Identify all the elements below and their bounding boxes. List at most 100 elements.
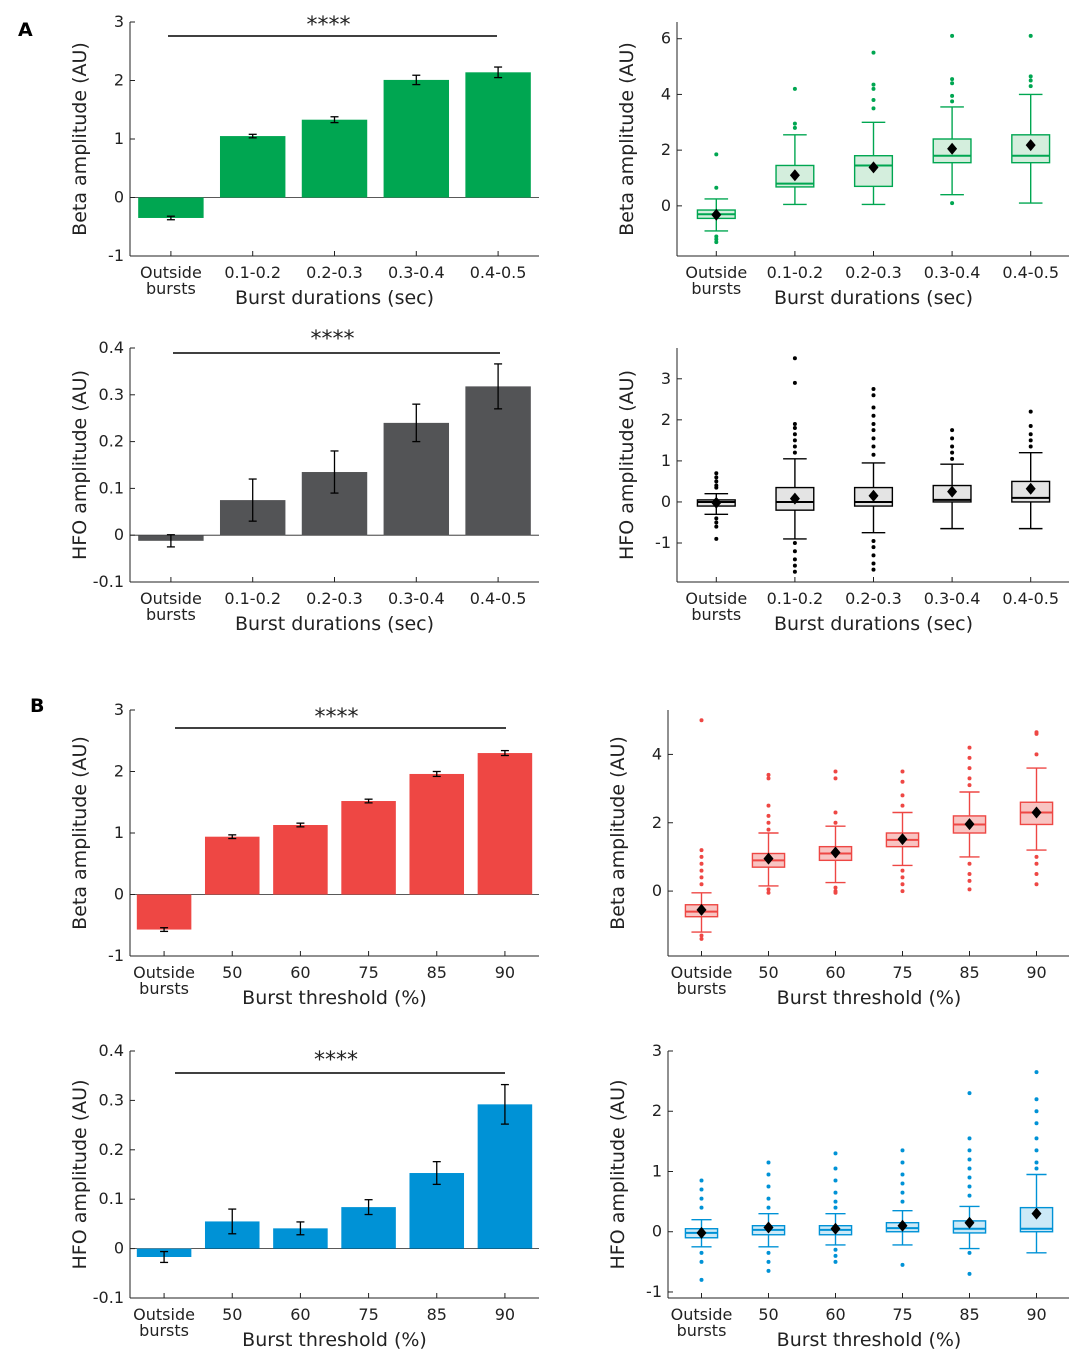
y-tick-label: 2: [114, 71, 124, 90]
y-tick-label: 4: [652, 744, 662, 763]
outlier-point: [792, 549, 797, 554]
x-tick-label-line: bursts: [146, 279, 196, 298]
x-tick-label-line: bursts: [139, 979, 189, 998]
y-tick-label: 0: [114, 1239, 124, 1258]
x-tick-label-line: Outside: [671, 1305, 733, 1324]
outlier-point: [714, 185, 719, 190]
x-axis-label: Burst threshold (%): [242, 1329, 427, 1351]
outlier-point: [1034, 872, 1039, 876]
significance-label: ****: [307, 13, 351, 38]
x-tick-label: 85: [959, 1305, 979, 1324]
outlier-point: [871, 428, 876, 433]
outlier-point: [967, 766, 972, 771]
bar: [341, 801, 396, 895]
x-tick-label: 75: [892, 1305, 912, 1324]
outlier-point: [967, 861, 972, 866]
outlier-point: [871, 436, 876, 441]
y-tick-label: 3: [114, 12, 124, 31]
x-tick-label-line: bursts: [146, 605, 196, 624]
outlier-point: [699, 882, 704, 887]
y-tick-label: 1: [661, 451, 671, 470]
x-tick-label: 0.4-0.5: [1002, 589, 1059, 608]
x-tick-label: 60: [825, 1305, 845, 1324]
outlier-point: [792, 125, 797, 130]
bar: [477, 1104, 533, 1249]
outlier-point: [833, 890, 838, 895]
mean-marker: [830, 1222, 841, 1235]
x-axis-label: Burst threshold (%): [777, 1329, 962, 1351]
x-tick-label: Outside bursts: [671, 1305, 733, 1340]
x-tick-label-line: bursts: [691, 279, 741, 298]
outlier-point: [766, 1250, 771, 1255]
x-tick-label: 0.2-0.3: [845, 589, 902, 608]
outlier-point: [900, 803, 905, 808]
outlier-point: [950, 428, 955, 433]
outlier-point: [1028, 33, 1033, 38]
outlier-point: [967, 1157, 972, 1162]
outlier-point: [833, 776, 838, 781]
y-tick-label: 2: [652, 1101, 662, 1120]
outlier-point: [699, 868, 704, 873]
outlier-point: [766, 776, 771, 781]
outlier-point: [833, 1205, 838, 1210]
outlier-point: [833, 810, 838, 815]
y-tick-label: 0.4: [99, 1041, 124, 1060]
outlier-point: [792, 421, 797, 426]
x-tick-label-line: Outside: [140, 263, 202, 282]
outlier-point: [766, 890, 771, 895]
x-tick-label: 50: [758, 963, 778, 982]
outlier-point: [833, 1259, 838, 1264]
x-tick-label: Outside bursts: [671, 963, 733, 998]
outlier-point: [1034, 1160, 1039, 1165]
y-tick-label: 1: [652, 1161, 662, 1180]
outlier-point: [871, 561, 876, 566]
x-axis-label: Burst threshold (%): [242, 987, 427, 1009]
x-tick-label: 90: [495, 1305, 515, 1324]
outlier-point: [1034, 854, 1039, 859]
outlier-point: [900, 1160, 905, 1165]
mean-marker: [763, 852, 774, 865]
x-tick-label: 0.3-0.4: [924, 589, 981, 608]
outlier-point: [1034, 1166, 1039, 1171]
y-tick-label: 0: [114, 885, 124, 904]
y-tick-label: -1: [646, 1282, 662, 1301]
outlier-point: [766, 1259, 771, 1264]
outlier-point: [967, 872, 972, 876]
outlier-point: [714, 471, 719, 476]
y-tick-label: 3: [114, 700, 124, 719]
outlier-point: [833, 769, 838, 774]
x-tick-label: 0.4-0.5: [1002, 263, 1059, 282]
outlier-point: [699, 854, 704, 859]
outlier-point: [1034, 861, 1039, 866]
x-tick-label: 0.1-0.2: [767, 589, 824, 608]
y-tick-label: 4: [661, 84, 671, 103]
x-axis-label: Burst threshold (%): [777, 987, 962, 1009]
outlier-point: [871, 393, 876, 398]
y-tick-label: 1: [114, 823, 124, 842]
outlier-point: [833, 1178, 838, 1183]
outlier-point: [1028, 438, 1033, 443]
y-tick-label: -0.1: [93, 1288, 124, 1307]
outlier-point: [714, 240, 719, 245]
outlier-point: [900, 882, 905, 887]
y-tick-label: 0: [114, 188, 124, 207]
mean-marker: [964, 1216, 975, 1229]
mean-marker: [789, 492, 800, 505]
bar: [465, 72, 531, 198]
outlier-point: [900, 868, 905, 873]
outlier-point: [1028, 432, 1033, 437]
mean-marker: [830, 846, 841, 859]
bar: [409, 1173, 465, 1249]
outlier-point: [871, 405, 876, 410]
outlier-point: [900, 889, 905, 894]
x-axis-label: Burst durations (sec): [774, 613, 973, 635]
panel-label-a: A: [18, 19, 33, 41]
outlier-point: [967, 1175, 972, 1180]
outlier-point: [950, 93, 955, 98]
outlier-point: [699, 718, 704, 723]
mean-marker: [696, 903, 707, 916]
outlier-point: [871, 444, 876, 449]
x-tick-label: 60: [290, 1305, 310, 1324]
outlier-point: [699, 936, 704, 941]
